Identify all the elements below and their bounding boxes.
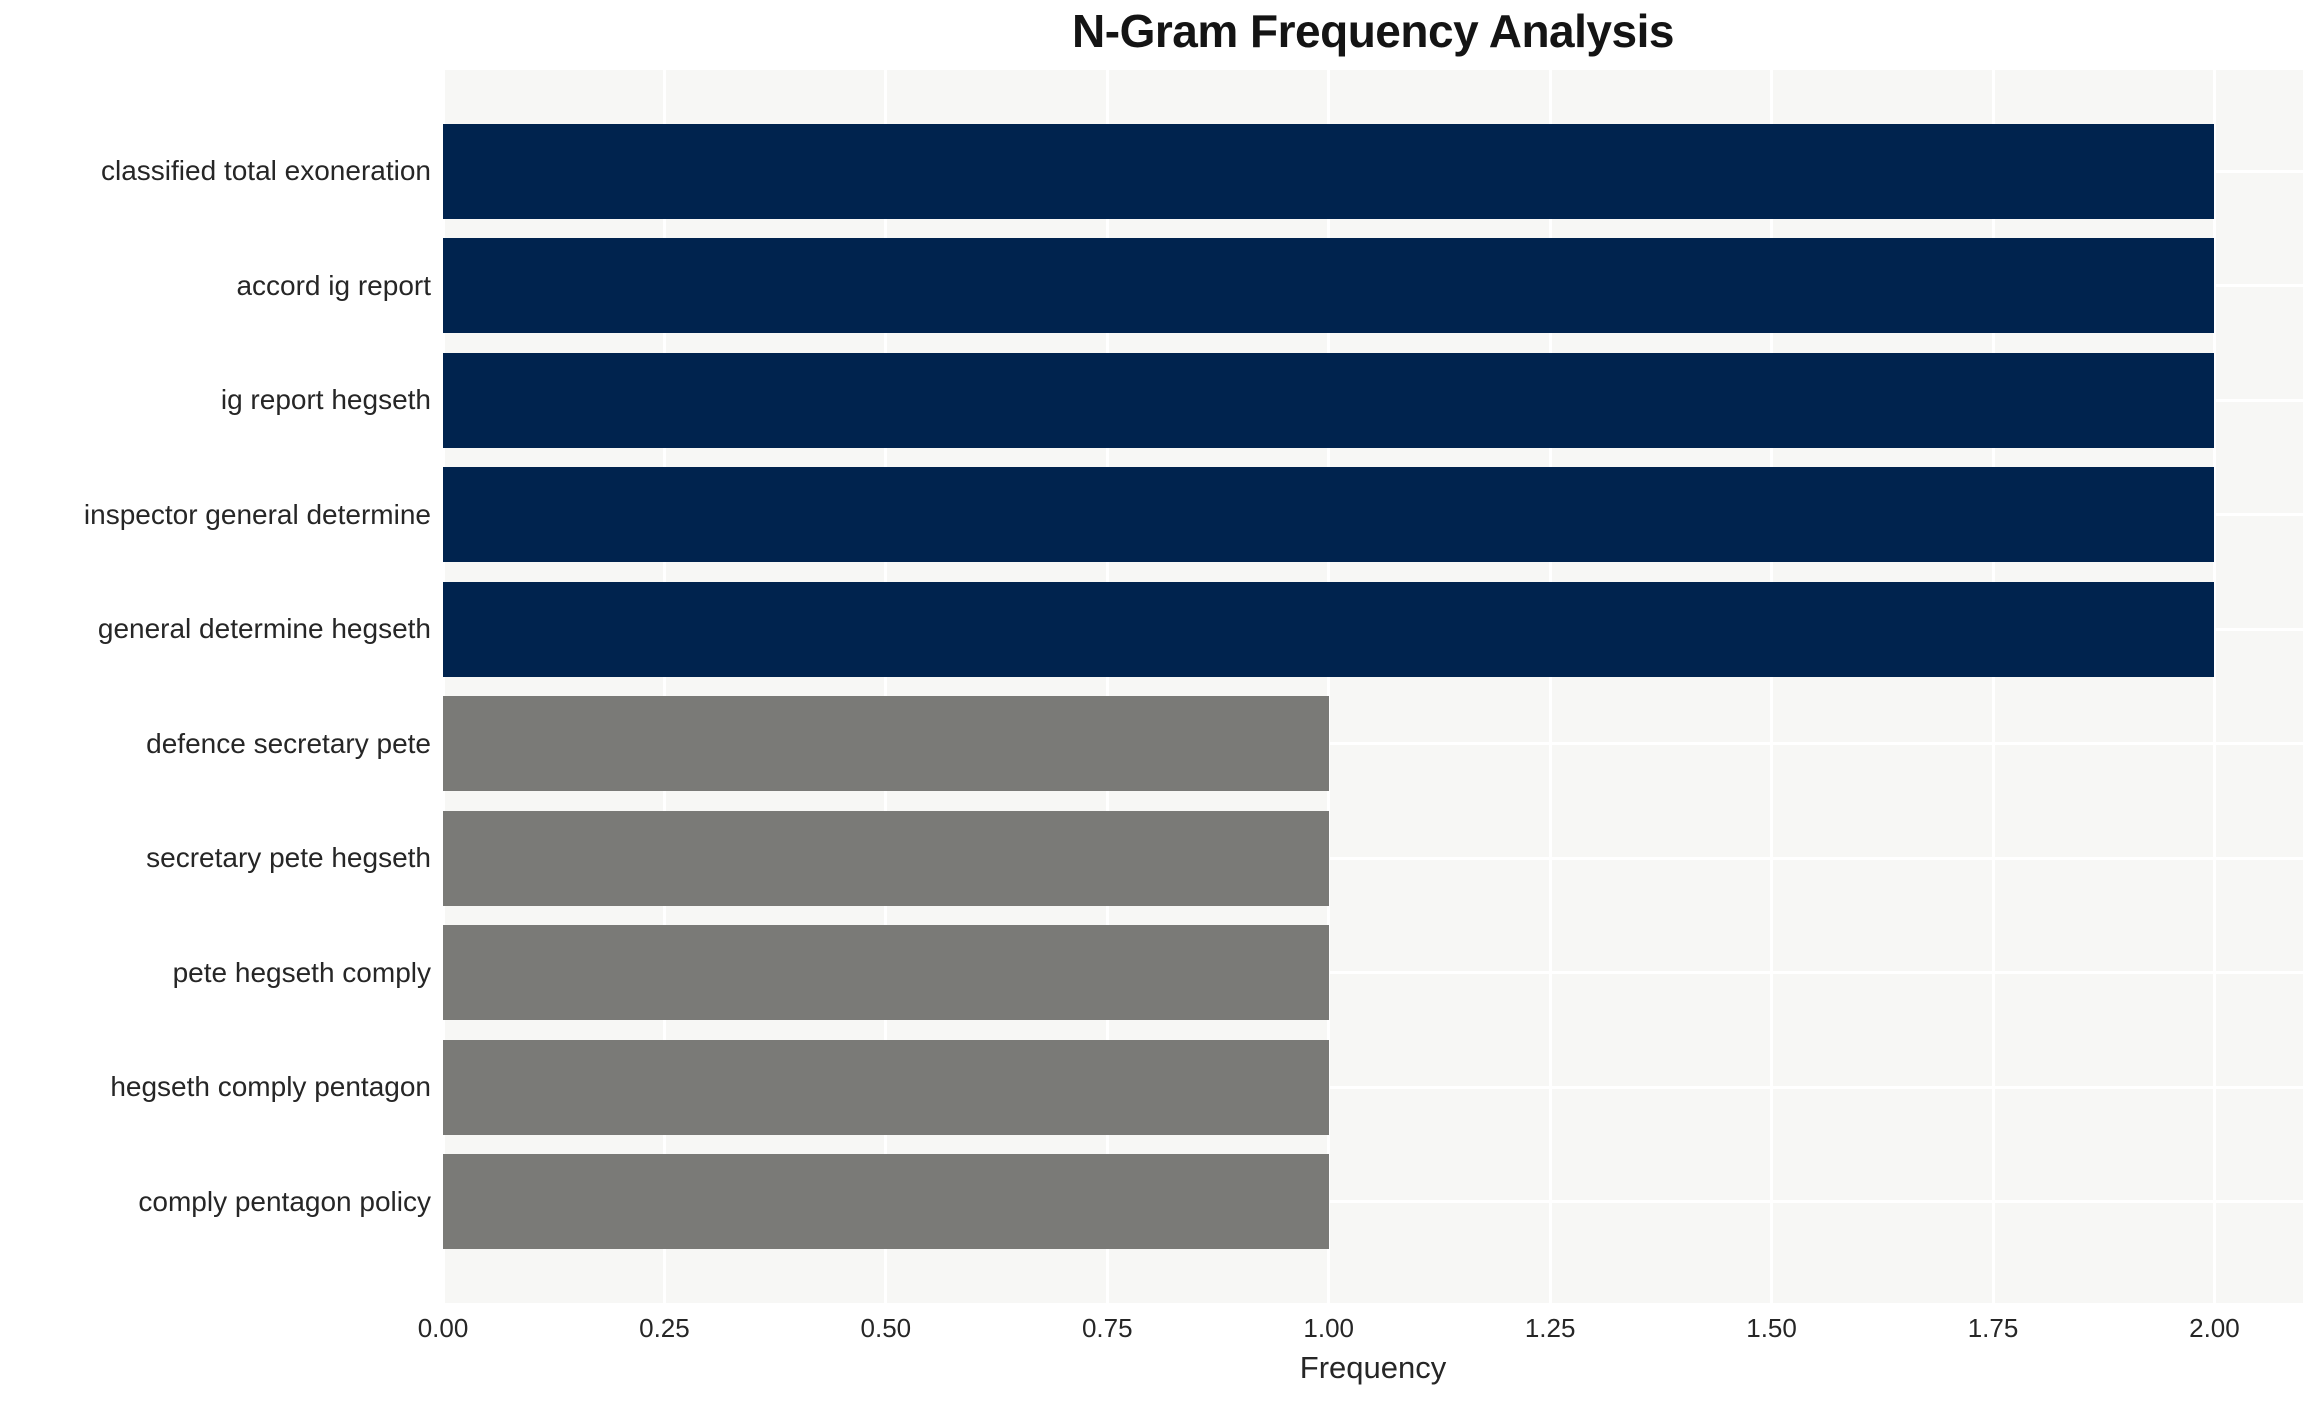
gridline-vertical: [1548, 70, 1552, 1303]
plot-area: [443, 70, 2303, 1303]
bar: [443, 467, 2215, 563]
y-tick-label: classified total exoneration: [101, 155, 431, 187]
gridline-horizontal: [443, 856, 2303, 860]
gridline-vertical: [662, 70, 666, 1303]
gridline-vertical: [1770, 70, 1774, 1303]
gridline-vertical: [884, 70, 888, 1303]
y-tick-label: ig report hegseth: [220, 384, 431, 416]
gridline-horizontal: [443, 1085, 2303, 1089]
gridline-vertical: [443, 70, 445, 1303]
bar: [443, 123, 2215, 219]
y-tick-label: inspector general determine: [83, 498, 431, 530]
gridline-vertical: [1327, 70, 1331, 1303]
bar: [443, 810, 1329, 906]
x-axis-ticks: 0.00 0.25 0.50 0.75 1.00 1.25 1.50 1.75 2.00: [0, 1303, 2323, 1347]
y-tick-label: pete hegseth comply: [172, 956, 431, 988]
gridline-vertical: [1991, 70, 1995, 1303]
y-tick-label: secretary pete hegseth: [146, 842, 431, 874]
y-tick-label: comply pentagon policy: [138, 1185, 431, 1217]
x-tick-label: 1.50: [1746, 1313, 1797, 1343]
y-tick-label: hegseth comply pentagon: [110, 1071, 431, 1103]
x-axis-label: Frequency: [1299, 1350, 1447, 1385]
y-axis-labels: classified total exoneration accord ig re…: [0, 70, 431, 1303]
x-tick-label: 0.00: [417, 1313, 469, 1343]
gridline-horizontal: [443, 742, 2303, 746]
bar: [443, 238, 2215, 334]
x-tick-label: 1.25: [1524, 1313, 1576, 1343]
x-tick-label: 0.50: [860, 1313, 912, 1343]
x-tick-label: 0.25: [639, 1313, 690, 1343]
bar: [443, 925, 1329, 1021]
x-tick-label: 2.00: [2189, 1313, 2240, 1343]
bar: [443, 696, 1329, 792]
gridline-horizontal: [443, 971, 2303, 975]
y-tick-label: general determine hegseth: [97, 613, 431, 645]
x-tick-label: 1.00: [1303, 1313, 1354, 1343]
bar: [443, 352, 2215, 448]
y-tick-label: accord ig report: [236, 269, 431, 301]
bar: [443, 1154, 1329, 1250]
x-tick-label: 0.75: [1081, 1313, 1133, 1343]
gridline-vertical: [2212, 70, 2216, 1303]
gridline-horizontal: [443, 1200, 2303, 1204]
gridline-vertical: [1105, 70, 1109, 1303]
bar: [443, 1039, 1329, 1135]
x-tick-label: 1.75: [1967, 1313, 2019, 1343]
bar: [443, 581, 2215, 677]
chart-title: N-Gram Frequency Analysis: [1072, 5, 1674, 57]
y-tick-label: defence secretary pete: [146, 727, 431, 759]
